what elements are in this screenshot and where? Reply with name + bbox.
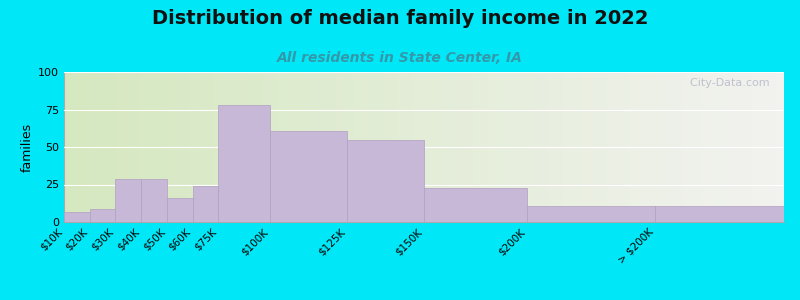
Text: City-Data.com: City-Data.com: [683, 78, 770, 88]
Text: All residents in State Center, IA: All residents in State Center, IA: [277, 51, 523, 65]
Bar: [655, 206, 784, 222]
Bar: [527, 206, 655, 222]
Bar: [167, 198, 193, 222]
Bar: [193, 186, 218, 222]
Bar: [115, 178, 141, 222]
Bar: [218, 105, 270, 222]
Bar: [90, 208, 115, 222]
Bar: [64, 212, 90, 222]
Bar: [141, 178, 167, 222]
Bar: [270, 130, 347, 222]
Bar: [424, 188, 527, 222]
Bar: [347, 140, 424, 222]
Y-axis label: families: families: [21, 122, 34, 172]
Text: Distribution of median family income in 2022: Distribution of median family income in …: [152, 9, 648, 28]
